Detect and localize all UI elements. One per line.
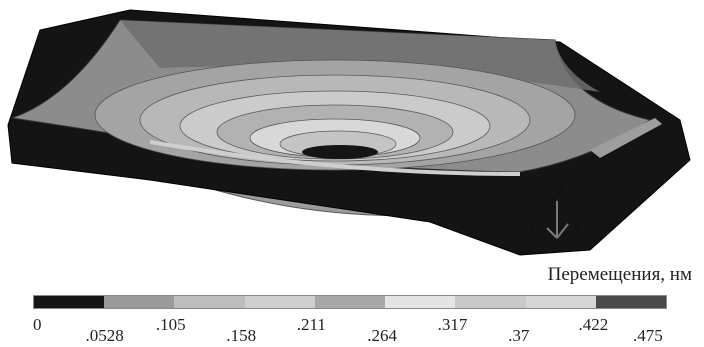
- axis-z-label: Z: [552, 181, 565, 206]
- axis-triad-icon: [546, 200, 569, 239]
- deformed-plate-model: [7, 9, 691, 256]
- legend-tick-label: .264: [367, 326, 397, 345]
- legend-title: Перемещения, нм: [547, 264, 692, 285]
- axis-x-label: X: [570, 218, 584, 243]
- legend-tick-label: 0: [33, 315, 42, 334]
- plate-right-edge-strip: [590, 118, 662, 158]
- legend-swatch: [525, 296, 596, 308]
- color-legend-bar: [33, 295, 667, 309]
- legend-tick-label: .475: [633, 326, 663, 345]
- legend-swatch: [244, 296, 315, 308]
- legend-swatch: [314, 296, 386, 308]
- legend-swatch: [455, 296, 526, 308]
- axis-y-label: Y: [526, 210, 539, 235]
- legend-tick-label: .211: [296, 315, 326, 334]
- legend-swatch: [104, 296, 175, 308]
- legend-swatch: [34, 296, 105, 308]
- legend-tick-label: .422: [578, 315, 609, 334]
- legend-swatch: [385, 296, 456, 308]
- contour-center: [302, 145, 378, 159]
- plate-left-edge-strip: [150, 140, 520, 176]
- legend-swatch: [174, 296, 245, 308]
- legend-tick-label: .158: [226, 326, 257, 345]
- legend-tick-label: .105: [155, 315, 186, 334]
- legend-tick-label: .37: [508, 326, 530, 345]
- legend-tick-label: .0528: [85, 326, 124, 345]
- legend-swatch: [595, 296, 666, 308]
- legend-tick-label: .317: [437, 315, 468, 334]
